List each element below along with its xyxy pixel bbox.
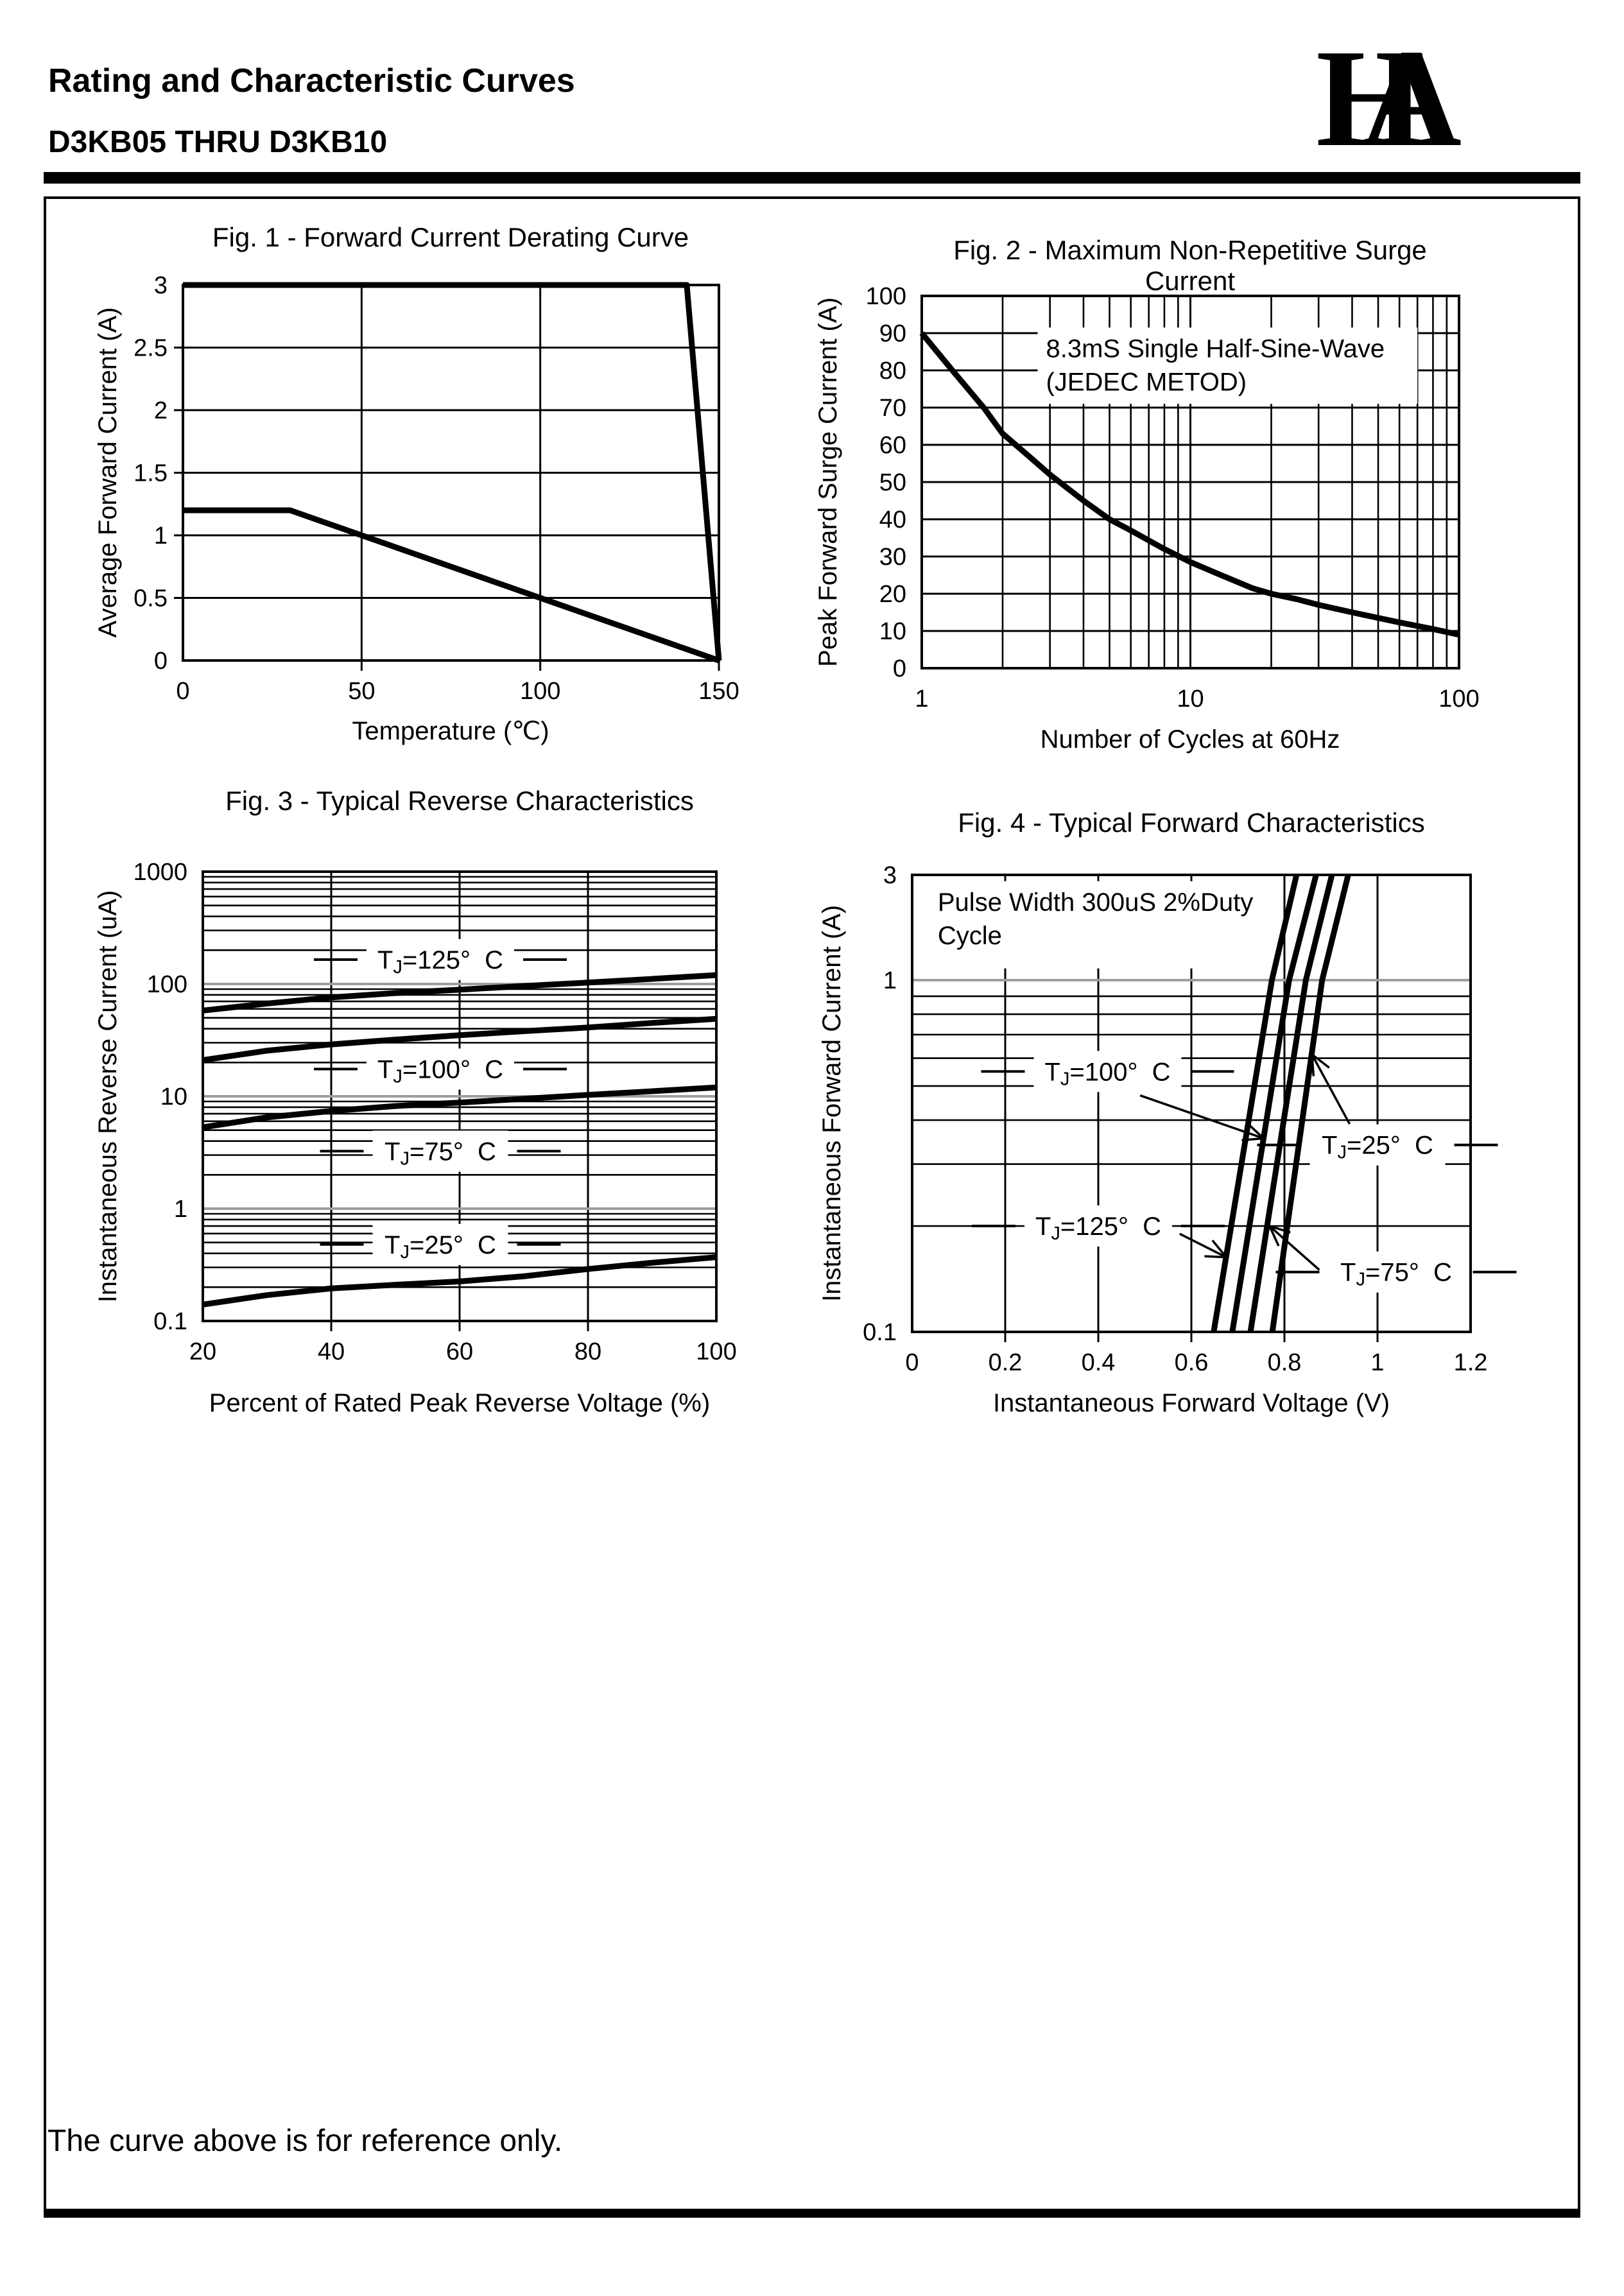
svg-text:1.5: 1.5 [134,460,168,487]
svg-text:1: 1 [154,522,168,549]
svg-text:8.3mS Single Half-Sine-Wave: 8.3mS Single Half-Sine-Wave [1046,334,1385,363]
svg-text:60: 60 [879,432,906,459]
figure-1-chart-canvas: 0 50 100 150 3 2.5 2 1.5 1 0.5 0 [98,267,751,715]
svg-text:TJ=100° C: TJ=100° C [1044,1058,1170,1089]
svg-text:100: 100 [866,283,906,310]
svg-text:0.2: 0.2 [989,1349,1023,1376]
svg-text:10: 10 [1177,686,1204,712]
figure-1-x-axis-label: Temperature (℃) [352,717,549,745]
svg-text:100: 100 [696,1338,736,1365]
logo-letter-h: H [1316,21,1425,176]
svg-text:40: 40 [879,506,906,533]
brand-logo: HA [1316,21,1462,176]
svg-text:TJ=100° C: TJ=100° C [377,1055,503,1087]
svg-text:TJ=75° C: TJ=75° C [384,1137,496,1169]
svg-text:100: 100 [520,678,560,705]
svg-text:0.5: 0.5 [134,585,168,612]
svg-text:0.4: 0.4 [1082,1349,1116,1376]
svg-text:TJ=125° C: TJ=125° C [377,946,503,978]
svg-text:0: 0 [905,1349,919,1376]
svg-text:TJ=125° C: TJ=125° C [1035,1213,1161,1244]
svg-text:(JEDEC METOD): (JEDEC METOD) [1046,368,1247,396]
svg-text:TJ=25° C: TJ=25° C [1322,1132,1433,1163]
svg-text:1000: 1000 [133,859,187,886]
svg-text:60: 60 [446,1338,473,1365]
svg-text:0.6: 0.6 [1175,1349,1209,1376]
svg-text:0: 0 [154,648,168,675]
figure-1-title: Fig. 1 - Forward Current Derating Curve [212,222,689,252]
svg-text:100: 100 [1438,686,1479,712]
figure-2-y-axis-label: Peak Forward Surge Current (A) [814,297,842,667]
svg-text:10: 10 [160,1083,187,1110]
figure-4-chart-canvas: Pulse Width 300uS 2%Duty Cycle TJ=100° C TJ… [836,857,1517,1386]
figure-2-chart-canvas: 8.3mS Single Half-Sine-Wave (JEDEC METOD)… [842,278,1491,723]
svg-text:1: 1 [915,686,928,712]
svg-text:0.8: 0.8 [1268,1349,1302,1376]
svg-text:150: 150 [698,678,739,705]
svg-text:100: 100 [147,971,187,998]
svg-text:50: 50 [879,469,906,496]
header-rule [44,172,1580,184]
svg-text:30: 30 [879,544,906,571]
figure-4-x-axis-label: Instantaneous Forward Voltage (V) [992,1389,1390,1417]
page-title: Rating and Characteristic Curves [48,62,575,99]
svg-text:20: 20 [879,581,906,608]
svg-text:0: 0 [893,655,906,682]
svg-text:1: 1 [883,967,897,994]
figure-2-title: Fig. 2 - Maximum Non-Repetitive Surge Cu… [953,235,1427,296]
svg-text:0.1: 0.1 [863,1319,897,1346]
logo-letter-a: A [1360,21,1462,176]
svg-text:40: 40 [318,1338,345,1365]
content-frame [44,196,1580,2218]
svg-text:3: 3 [154,272,168,299]
model-range: D3KB05 THRU D3KB10 [48,125,388,159]
svg-text:0.1: 0.1 [153,1308,187,1335]
svg-text:2: 2 [154,397,168,424]
svg-text:80: 80 [879,358,906,384]
svg-text:Cycle: Cycle [938,922,1002,950]
footer-note: The curve above is for reference only. [48,2124,563,2158]
svg-text:Pulse Width 300uS 2%Duty: Pulse Width 300uS 2%Duty [938,888,1253,917]
figure-3-title: Fig. 3 - Typical Reverse Characteristics [225,786,694,816]
svg-text:2.5: 2.5 [134,335,168,362]
svg-text:20: 20 [189,1338,216,1365]
svg-text:1.2: 1.2 [1454,1349,1488,1376]
figure-4-title: Fig. 4 - Typical Forward Characteristics [958,807,1425,838]
svg-text:90: 90 [879,320,906,347]
figure-3-x-axis-label: Percent of Rated Peak Reverse Voltage (%… [209,1389,711,1417]
svg-text:3: 3 [883,862,897,889]
svg-text:80: 80 [574,1338,601,1365]
svg-text:1: 1 [1370,1349,1384,1376]
svg-text:10: 10 [879,618,906,645]
svg-text:50: 50 [348,678,375,705]
figure-3-chart-canvas: TJ=125° C TJ=100° C TJ=75° C TJ=25° C 20 40 60… [110,854,748,1376]
svg-text:TJ=75° C: TJ=75° C [1340,1259,1452,1290]
svg-text:70: 70 [879,395,906,422]
svg-text:TJ=25° C: TJ=25° C [384,1231,496,1263]
svg-text:1: 1 [174,1196,187,1223]
figure-2-x-axis-label: Number of Cycles at 60Hz [1040,725,1340,754]
svg-text:0: 0 [176,678,189,705]
